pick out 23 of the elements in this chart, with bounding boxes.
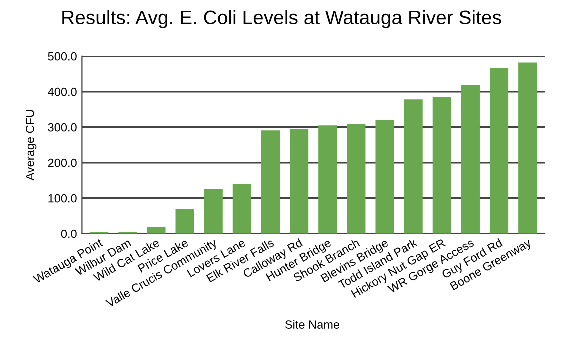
y-tick-label: 300.0 bbox=[48, 123, 77, 132]
chart-title: Results: Avg. E. Coli Levels at Watauga River Sites bbox=[62, 10, 502, 28]
y-tick-label: 100.0 bbox=[48, 194, 77, 203]
bar bbox=[347, 124, 366, 234]
y-axis-title: Average CFU bbox=[26, 110, 37, 181]
bar bbox=[261, 130, 280, 234]
bar bbox=[147, 227, 166, 234]
bar bbox=[490, 68, 509, 234]
bar bbox=[232, 184, 252, 234]
y-tick-label: 400.0 bbox=[48, 88, 77, 96]
bar bbox=[432, 97, 452, 234]
bar bbox=[404, 100, 423, 234]
y-tick-label: 0.0 bbox=[61, 230, 77, 238]
bar bbox=[376, 120, 394, 234]
y-tick-label: 500.0 bbox=[48, 52, 77, 61]
bar bbox=[518, 62, 538, 234]
bar bbox=[461, 85, 480, 234]
bar bbox=[318, 126, 338, 234]
bar bbox=[176, 209, 194, 234]
bar bbox=[204, 189, 223, 234]
bar bbox=[290, 130, 309, 234]
y-tick-label: 200.0 bbox=[48, 158, 77, 168]
x-axis-title: Site Name bbox=[285, 320, 340, 329]
